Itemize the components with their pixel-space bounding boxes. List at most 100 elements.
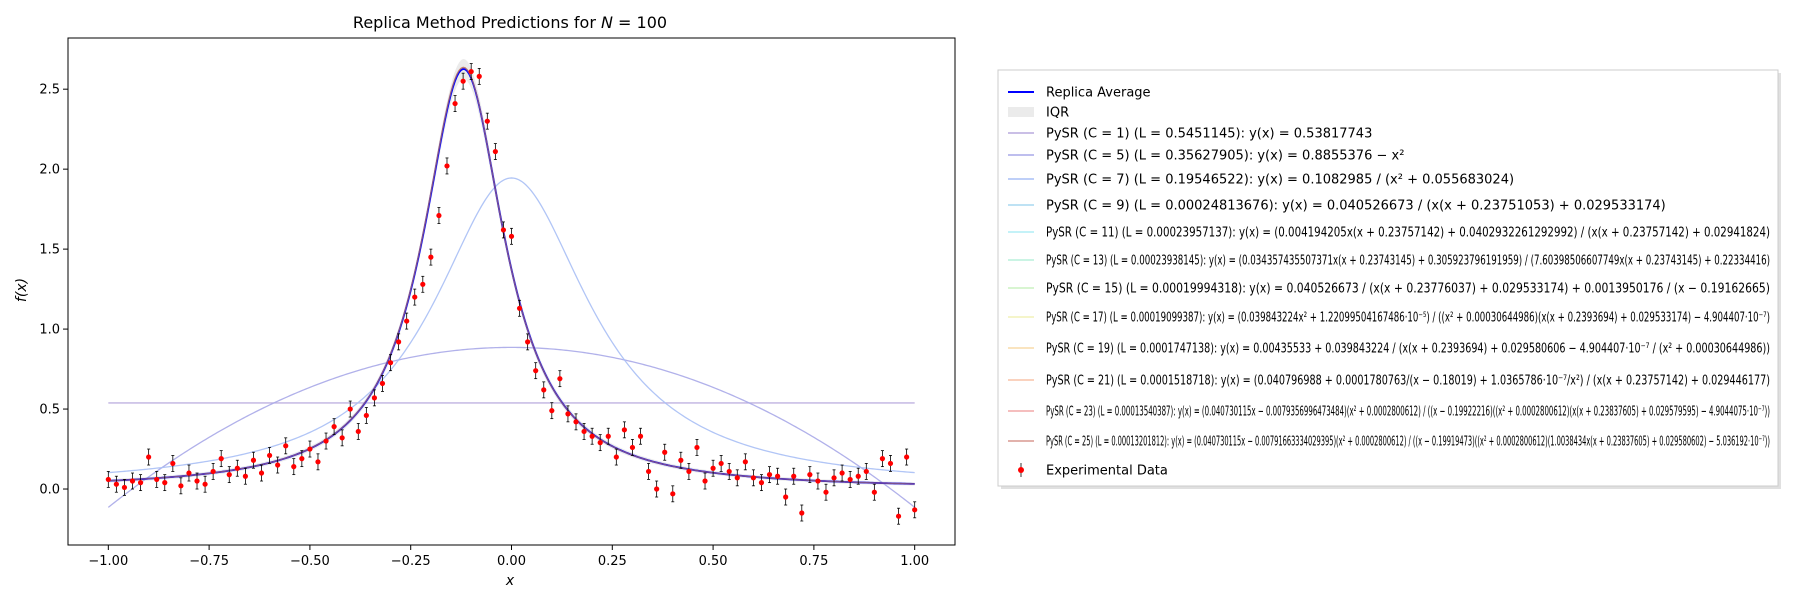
data-point: [758, 480, 765, 486]
data-point: [912, 507, 918, 513]
data-point: [283, 443, 289, 449]
data-point: [662, 449, 668, 455]
legend-label: PySR (C = 5) (L = 0.35627905): y(x) = 0.…: [1046, 149, 1404, 164]
data-point: [815, 478, 821, 484]
data-point: [428, 254, 434, 260]
legend-label: IQR: [1046, 106, 1069, 121]
data-point: [113, 481, 119, 487]
data-point: [904, 454, 910, 460]
legend-label: PySR (C = 15) (L = 0.00019994318): y(x) …: [1046, 282, 1770, 297]
data-point: [412, 294, 418, 300]
series-line-pysr-c-5: [107, 346, 916, 508]
data-point: [331, 424, 337, 430]
y-tick-label: 1.0: [39, 323, 60, 338]
data-point: [791, 473, 797, 479]
data-point: [573, 419, 579, 425]
data-point: [234, 465, 240, 471]
legend-frame: [997, 69, 1779, 487]
data-point: [146, 454, 152, 460]
data-point: [194, 478, 200, 484]
legend-entry: Replica Average: [1008, 86, 1151, 101]
data-point: [541, 387, 547, 393]
data-point: [670, 491, 676, 497]
data-point: [105, 476, 111, 483]
data-point: [508, 233, 515, 239]
legend-entry: PySR (C = 9) (L = 0.00024813676): y(x) =…: [1008, 199, 1666, 214]
data-point: [654, 486, 660, 492]
data-point: [565, 411, 571, 417]
data-point: [404, 318, 410, 324]
data-point: [275, 462, 281, 468]
legend-entry: PySR (C = 1) (L = 0.5451145): y(x) = 0.5…: [1008, 127, 1372, 142]
data-point: [613, 454, 619, 460]
data-point: [589, 433, 595, 439]
data-point: [887, 460, 894, 467]
data-point: [686, 468, 692, 475]
data-point: [355, 428, 361, 435]
data-point: [799, 510, 805, 516]
legend-label: PySR (C = 13) (L = 0.00023938145): y(x) …: [1046, 254, 1770, 269]
data-point: [121, 484, 128, 491]
data-point: [371, 395, 378, 401]
data-point: [363, 412, 369, 419]
y-tick-label: 2.5: [39, 83, 60, 98]
data-point: [895, 513, 902, 519]
legend-entry: PySR (C = 21) (L = 0.0001518718): y(x) =…: [1008, 374, 1770, 389]
x-tick-label: −0.50: [290, 554, 330, 569]
series-line-pysr-c-25: [108, 66, 915, 485]
x-tick-label: 0.00: [497, 554, 526, 569]
data-point: [839, 470, 845, 476]
data-point: [597, 440, 603, 446]
legend-entry: PySR (C = 15) (L = 0.00019994318): y(x) …: [1008, 282, 1770, 297]
legend: Replica Average IQR PySR (C = 1) (L = 0.54…: [997, 69, 1781, 489]
data-point: [581, 428, 587, 435]
data-point: [468, 68, 474, 75]
data-point: [766, 472, 773, 478]
y-axis-label: f(x): [14, 278, 30, 302]
plot-frame: [67, 37, 956, 546]
data-point: [533, 368, 539, 374]
legend-entry: PySR (C = 7) (L = 0.19546522): y(x) = 0.…: [1008, 173, 1514, 188]
legend-entry: PySR (C = 13) (L = 0.00023938145): y(x) …: [1008, 254, 1770, 269]
x-tick-label: −0.25: [391, 554, 431, 569]
data-point: [387, 360, 394, 366]
data-point: [258, 470, 265, 476]
legend-entry: PySR (C = 17) (L = 0.00019099387): y(x) …: [1008, 311, 1770, 326]
data-point: [452, 100, 458, 107]
data-point: [444, 163, 450, 169]
data-point: [323, 438, 329, 444]
data-point: [226, 472, 232, 478]
legend-label: PySR (C = 1) (L = 0.5451145): y(x) = 0.5…: [1046, 127, 1372, 142]
x-tick-label: 0.50: [699, 554, 728, 569]
x-axis-label: x: [505, 573, 515, 589]
data-point: [678, 457, 684, 463]
data-point: [645, 468, 652, 475]
legend-label: PySR (C = 11) (L = 0.00023957137): y(x) …: [1046, 226, 1770, 241]
data-point: [726, 468, 732, 475]
legend-label: PySR (C = 7) (L = 0.19546522): y(x) = 0.…: [1046, 173, 1514, 188]
data-point: [315, 459, 321, 465]
data-point: [154, 476, 160, 483]
legend-entry: PySR (C = 23) (L = 0.00013540387): y(x) …: [1008, 405, 1770, 420]
data-point: [291, 464, 297, 470]
data-point: [299, 456, 305, 462]
x-axis: −1.00 −0.75 −0.50 −0.25 0.00 0.25 0.50 0.75 1.00: [88, 545, 929, 569]
data-point: [621, 427, 627, 433]
data-point: [525, 339, 531, 345]
data-point: [694, 444, 700, 451]
data-point: [702, 478, 708, 484]
chart-title: Replica Method Predictions for N = 100: [353, 13, 667, 32]
data-point: [750, 475, 757, 481]
data-point: [847, 476, 853, 483]
data-point: [549, 408, 555, 414]
data-point: [863, 468, 869, 475]
data-point: [605, 433, 611, 439]
data-point: [807, 472, 813, 478]
legend-swatch: [1018, 467, 1024, 473]
legend-entry: PySR (C = 11) (L = 0.00023957137): y(x) …: [1008, 226, 1770, 241]
data-point: [162, 480, 168, 486]
x-tick-label: 0.75: [799, 554, 828, 569]
data-point: [347, 406, 353, 412]
series-line-pysr-overlay: [108, 66, 915, 485]
